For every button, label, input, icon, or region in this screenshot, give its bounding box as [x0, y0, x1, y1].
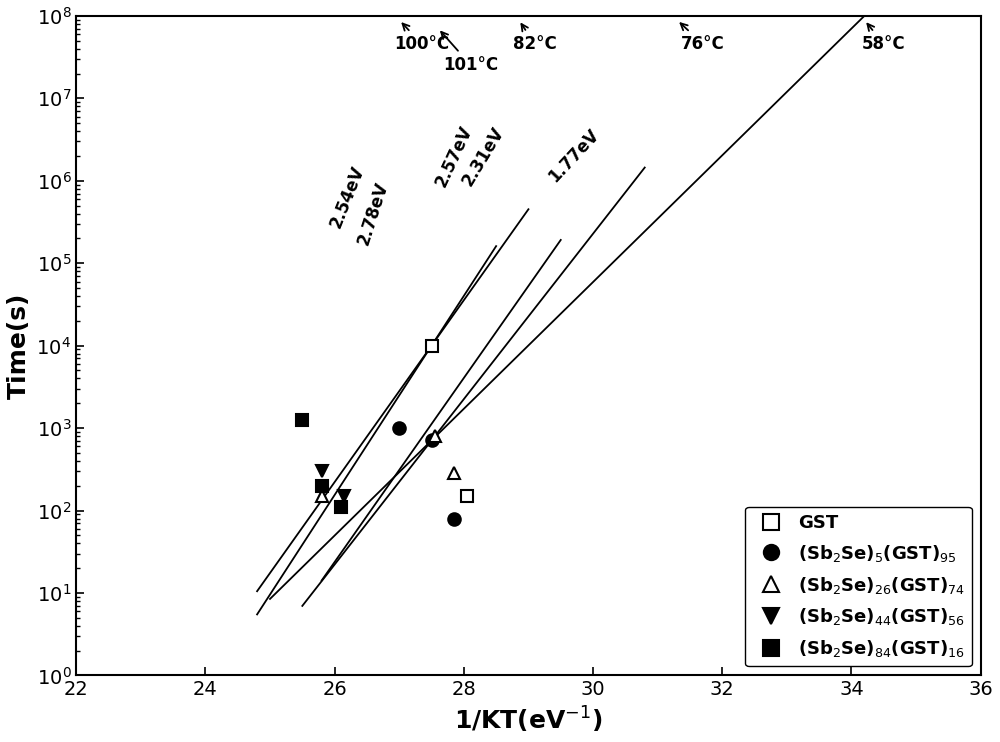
- Text: 101°C: 101°C: [441, 32, 498, 73]
- Text: 1.77eV: 1.77eV: [545, 126, 603, 186]
- Text: 2.78eV: 2.78eV: [355, 180, 392, 248]
- X-axis label: 1/KT(eV$^{-1}$): 1/KT(eV$^{-1}$): [454, 705, 603, 735]
- Y-axis label: Time(s): Time(s): [7, 292, 31, 399]
- Text: 2.54eV: 2.54eV: [327, 163, 368, 231]
- Text: 100°C: 100°C: [394, 24, 449, 53]
- Text: 58°C: 58°C: [862, 24, 906, 53]
- Text: 2.31eV: 2.31eV: [459, 123, 508, 188]
- Text: 2.57eV: 2.57eV: [432, 122, 476, 189]
- Text: 82°C: 82°C: [513, 24, 557, 53]
- Text: 76°C: 76°C: [681, 23, 725, 53]
- Legend: GST, (Sb$_2$Se)$_5$(GST)$_{95}$, (Sb$_2$Se)$_{26}$(GST)$_{74}$, (Sb$_2$Se)$_{44}: GST, (Sb$_2$Se)$_5$(GST)$_{95}$, (Sb$_2$…: [745, 507, 972, 666]
